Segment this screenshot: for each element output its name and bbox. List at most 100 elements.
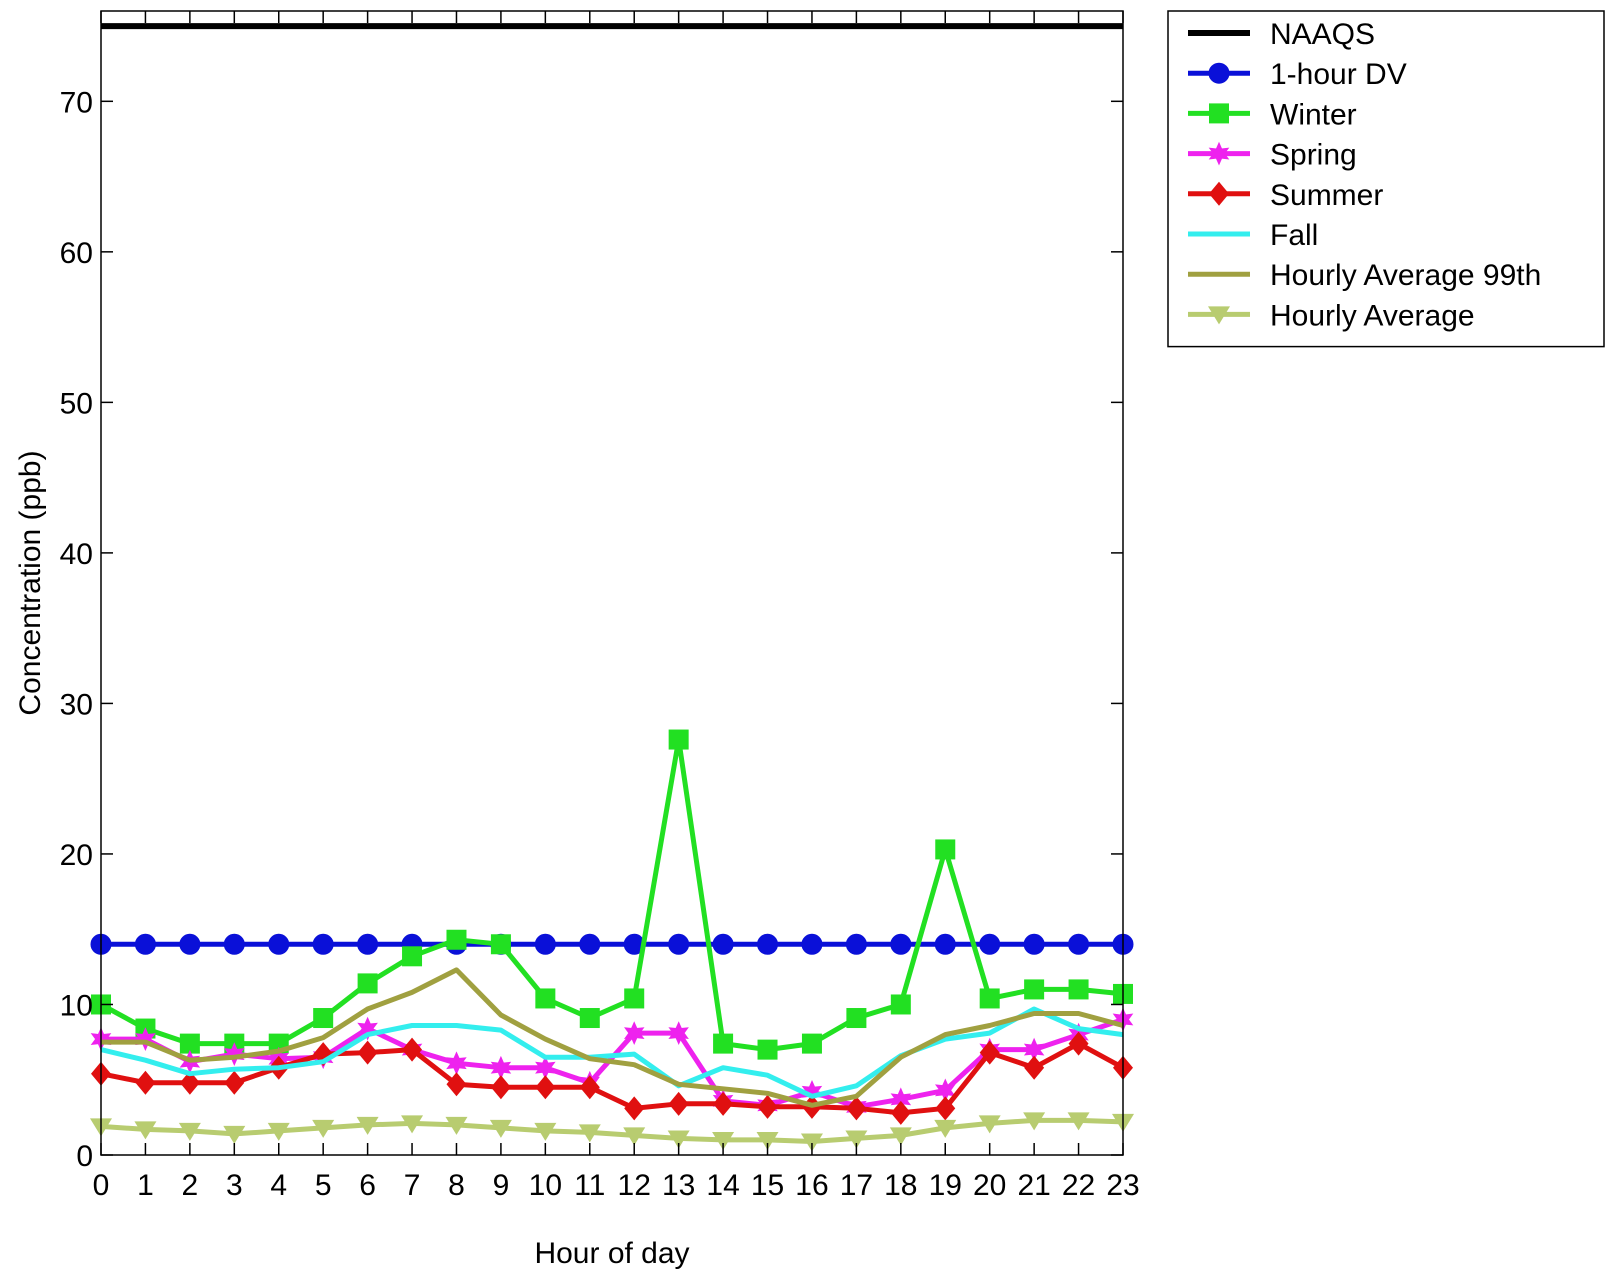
hourly-average-point <box>401 1115 424 1134</box>
1-hour-dv-point <box>845 933 867 955</box>
hourly-average-point <box>489 1119 512 1138</box>
x-tick-label: 13 <box>662 1169 695 1202</box>
hourly-average-point <box>534 1122 557 1141</box>
winter-point <box>979 988 1000 1009</box>
hourly-average-line <box>100 1117 1124 1144</box>
x-tick-label: 17 <box>840 1169 873 1202</box>
1-hour-dv-point <box>801 933 823 955</box>
legend-item-summer: Summer <box>1188 179 1383 212</box>
1-hour-dv-point <box>1068 933 1090 955</box>
1-hour-dv-point <box>712 933 734 955</box>
summer-point <box>846 1096 867 1121</box>
x-tick-label: 14 <box>706 1169 739 1202</box>
summer-point <box>402 1037 423 1062</box>
summer-point <box>357 1040 378 1065</box>
y-tick-label: 10 <box>60 989 93 1022</box>
winter-line <box>99 737 1124 1053</box>
summer-point <box>579 1075 600 1100</box>
1-hour-dv-point <box>890 933 912 955</box>
hourly-average-point <box>934 1119 957 1138</box>
legend: NAAQS 1-hour DV Winter Spring Summer Fall Hour… <box>1167 10 1605 348</box>
summer-point <box>179 1070 200 1095</box>
legend-swatch-marker <box>1208 306 1230 325</box>
legend-label: Fall <box>1270 219 1318 252</box>
winter-point <box>357 973 378 994</box>
spring-point <box>223 1042 245 1066</box>
hourly-average-point <box>756 1131 779 1150</box>
1-hour-dv-point <box>579 933 601 955</box>
1-hour-dv-point <box>223 933 245 955</box>
x-tick-label: 11 <box>574 1169 605 1202</box>
winter-point <box>1024 979 1045 1000</box>
x-tick-label: 21 <box>1017 1169 1050 1202</box>
x-tick-label: 6 <box>359 1169 376 1202</box>
1-hour-dv-point <box>668 933 690 955</box>
spring-point <box>668 1021 689 1045</box>
y-tick-label: 60 <box>60 237 93 270</box>
y-tick-label: 70 <box>60 86 93 119</box>
legend-box <box>1167 10 1605 348</box>
y-tick-label: 20 <box>60 839 93 872</box>
x-tick-label: 1 <box>137 1169 154 1202</box>
x-tick-label: 15 <box>751 1169 784 1202</box>
chart-marks <box>90 23 1134 1152</box>
plot-area-border <box>100 10 1124 1156</box>
fall-line <box>100 1006 1124 1099</box>
summer-point <box>979 1040 1000 1065</box>
summer-point <box>535 1075 556 1100</box>
x-tick-label: 12 <box>618 1169 651 1202</box>
y-tick-label: 30 <box>60 688 93 721</box>
x-tick-label: 22 <box>1062 1169 1095 1202</box>
spring-point <box>135 1027 156 1051</box>
hourly-average-point <box>1067 1112 1090 1131</box>
x-tick-label: 3 <box>226 1169 243 1202</box>
summer-point <box>446 1072 467 1097</box>
x-tick-label: 4 <box>270 1169 287 1202</box>
hourly-average-point <box>445 1116 468 1135</box>
legend-item-spring: Spring <box>1188 139 1357 172</box>
hourly-average-point <box>356 1116 379 1135</box>
spring-point <box>624 1021 645 1045</box>
y-tick-label: 50 <box>60 387 93 420</box>
hourly-average-point <box>800 1133 823 1152</box>
legend-label: 1-hour DV <box>1270 58 1407 91</box>
x-tick-label: 23 <box>1106 1169 1139 1202</box>
x-tick-label: 18 <box>884 1169 917 1202</box>
x-tick-label: 0 <box>93 1169 110 1202</box>
axis-ticks: 0 1 2 3 4 5 6 7 8 9 10 11 12 13 14 15 16 17 18 19 20 21 22 2301… <box>60 11 1140 1202</box>
winter-point <box>313 1008 334 1029</box>
summer-point <box>668 1091 689 1116</box>
series-winter <box>91 729 1133 1060</box>
series-hourly-average <box>90 1112 1134 1152</box>
x-tick-label: 9 <box>493 1169 510 1202</box>
winter-point <box>890 994 911 1015</box>
legend-label: Spring <box>1270 139 1357 172</box>
x-axis-title: Hour of day <box>534 1237 689 1270</box>
1-hour-dv-point <box>534 933 556 955</box>
summer-point <box>135 1070 156 1095</box>
1-hour-dv-point <box>934 933 956 955</box>
legend-item-fall: Fall <box>1188 219 1318 252</box>
summer-point <box>224 1070 245 1095</box>
legend-label: Winter <box>1270 98 1357 131</box>
x-tick-label: 10 <box>529 1169 562 1202</box>
x-tick-label: 7 <box>404 1169 421 1202</box>
1-hour-dv-point <box>312 933 334 955</box>
hourly-average-point <box>712 1131 735 1150</box>
legend-swatch-marker <box>1209 103 1229 124</box>
legend-label: NAAQS <box>1270 18 1375 51</box>
x-tick-label: 8 <box>448 1169 465 1202</box>
winter-point <box>624 988 645 1009</box>
series-fall <box>100 1006 1124 1099</box>
summer-point <box>890 1100 911 1125</box>
x-tick-label: 2 <box>182 1169 199 1202</box>
hourly-average-point <box>978 1115 1001 1134</box>
winter-point <box>757 1039 778 1060</box>
legend-swatch-marker <box>1208 62 1230 84</box>
hourly-average-point <box>1023 1112 1046 1131</box>
1-hour-dv-point <box>757 933 779 955</box>
hourly-average-point <box>178 1122 201 1141</box>
x-tick-label: 20 <box>973 1169 1006 1202</box>
legend-item-naaqs: NAAQS <box>1188 18 1375 51</box>
